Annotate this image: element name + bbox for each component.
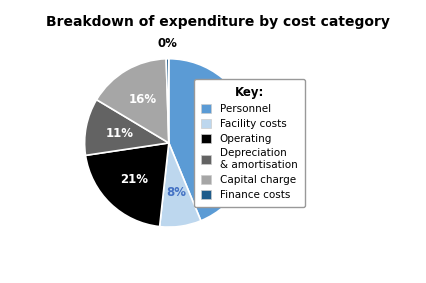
Wedge shape xyxy=(160,143,201,227)
Text: 11%: 11% xyxy=(105,127,133,140)
Text: 0%: 0% xyxy=(157,37,177,50)
Wedge shape xyxy=(86,143,169,227)
Wedge shape xyxy=(166,59,169,143)
Wedge shape xyxy=(169,59,253,221)
Text: 44%: 44% xyxy=(204,127,233,140)
Legend: Personnel, Facility costs, Operating, Depreciation
& amortisation, Capital charg: Personnel, Facility costs, Operating, De… xyxy=(194,79,305,207)
Text: 21%: 21% xyxy=(120,173,148,186)
Wedge shape xyxy=(97,59,169,143)
Text: 16%: 16% xyxy=(129,93,157,106)
Title: Breakdown of expenditure by cost category: Breakdown of expenditure by cost categor… xyxy=(46,15,390,29)
Wedge shape xyxy=(85,100,169,155)
Text: 8%: 8% xyxy=(166,186,186,200)
